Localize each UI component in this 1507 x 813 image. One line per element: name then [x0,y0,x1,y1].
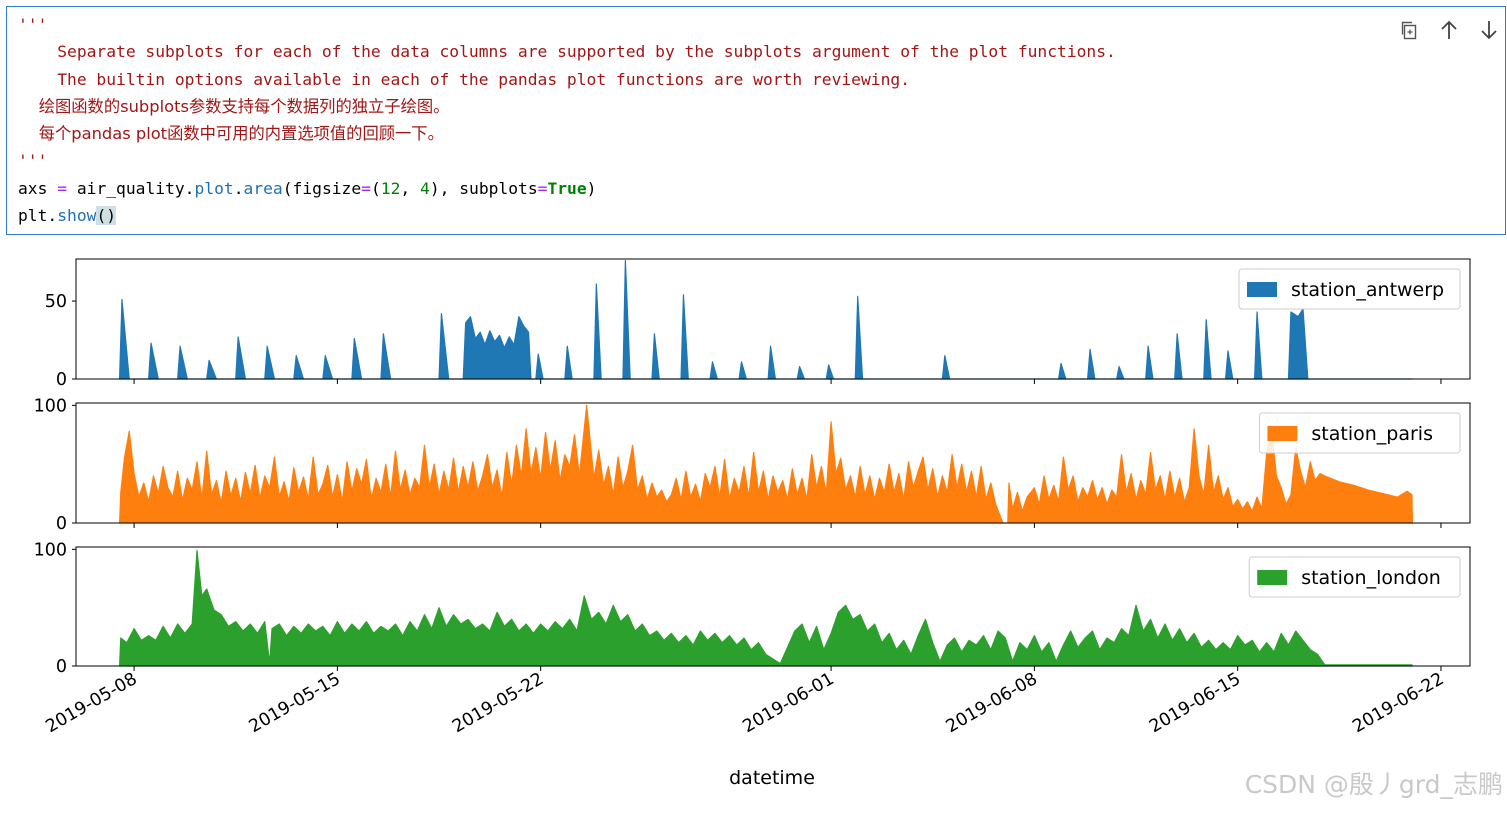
x-tick-label: 2019-05-08 [43,669,141,737]
code-line: ''' [18,11,1116,38]
y-tick-label: 0 [56,657,67,677]
legend-swatch [1247,282,1277,297]
code-token: plt [18,206,48,226]
code-token: ''' [18,151,48,171]
code-token: The builtin options available in each of… [18,69,910,89]
legend-label: station_paris [1311,423,1433,445]
move-cell-up-button[interactable] [1433,15,1465,45]
code-token: True [547,178,587,198]
legend: station_london [1248,556,1461,598]
subplots-figure: 0 50 station_antwerp 0 100 station_paris 0 100 s… [34,258,1471,789]
watermark: CSDN @殷丿grd_志鹏 [1244,770,1503,799]
legend: station_paris [1258,412,1461,454]
x-tick-label: 2019-06-01 [740,669,838,737]
output-figure: 0 50 station_antwerp 0 100 station_paris 0 100 s… [0,238,1507,809]
code-token: () [96,206,117,226]
code-line: plt.show() [18,202,1116,229]
legend-label: station_antwerp [1291,279,1444,301]
legend-swatch [1257,570,1288,585]
move-cell-down-button[interactable] [1473,15,1505,45]
code-token: , [400,178,420,198]
code-line: ''' [18,147,1116,174]
code-line: Separate subplots for each of the data c… [18,38,1116,65]
code-token: . [47,206,58,226]
legend-swatch [1267,426,1298,441]
x-tick-label: 2019-06-15 [1146,669,1244,737]
code-line: The builtin options available in each of… [18,66,1116,93]
code-token: = [47,178,77,198]
code-line: 每个pandas plot函数中可用的内置选项值的回顾一下。 [18,120,1116,147]
station_antwerp-area [118,259,1413,380]
code-token: ), subplots [429,178,538,198]
legend-box [1238,268,1461,310]
code-token: (figsize [282,178,362,198]
x-tick-label: 2019-06-08 [943,669,1041,737]
subplot-station_london: 0 100 station_london [34,540,1471,677]
x-tick-label: 2019-06-22 [1349,669,1447,737]
code-token: 每个pandas plot函数中可用的内置选项值的回顾一下。 [18,124,444,144]
copy-cell-button[interactable] [1393,15,1425,45]
code-token: air_quality [76,178,185,198]
arrow-up-icon [1441,20,1457,39]
copy-icon [1401,21,1417,40]
code-token: = [361,178,371,198]
code-line: 绘图函数的subplots参数支持每个数据列的独立子绘图。 [18,93,1116,120]
code-editor[interactable]: ''' Separate subplots for each of the da… [18,11,1116,229]
y-tick-label: 100 [34,540,67,560]
x-tick-label: 2019-05-22 [449,669,547,737]
subplot-station_paris: 0 100 station_paris [34,396,1471,534]
legend-box [1248,556,1461,598]
axes-frame [75,546,1471,667]
legend-label: station_london [1301,567,1441,589]
x-axis-label: datetime [729,767,815,789]
code-cell[interactable]: ''' Separate subplots for each of the da… [6,6,1506,235]
y-tick-label: 0 [56,370,67,390]
y-tick-label: 100 [34,396,67,416]
code-token: axs [18,178,48,198]
code-token: . [184,178,195,198]
axes-frame [75,402,1471,524]
arrow-down-icon [1481,21,1497,40]
legend: station_antwerp [1238,268,1461,310]
code-line: axs = air_quality.plot.area(figsize=(12,… [18,175,1116,202]
code-token: ''' [18,15,48,34]
code-token: Separate subplots for each of the data c… [18,42,1116,62]
code-token: 绘图函数的subplots参数支持每个数据列的独立子绘图。 [18,96,450,116]
code-token: show [57,206,97,226]
code-token: 12 [380,178,401,198]
code-token: ( [370,178,381,198]
axes-frame [75,258,1471,380]
code-token: plot [194,178,234,198]
station_london-area [118,549,1414,667]
cell-toolbar [1393,15,1505,45]
code-token: area [243,178,283,198]
y-tick-label: 50 [45,292,67,312]
x-tick-label: 2019-05-15 [246,669,344,737]
code-token: . [233,178,244,198]
subplot-station_antwerp: 0 50 station_antwerp [45,258,1471,390]
legend-box [1258,412,1461,454]
code-token: = [537,178,548,198]
y-tick-label: 0 [56,514,67,534]
code-token: ) [586,178,597,198]
station_paris-area [118,404,1414,524]
code-token: 4 [420,178,430,198]
